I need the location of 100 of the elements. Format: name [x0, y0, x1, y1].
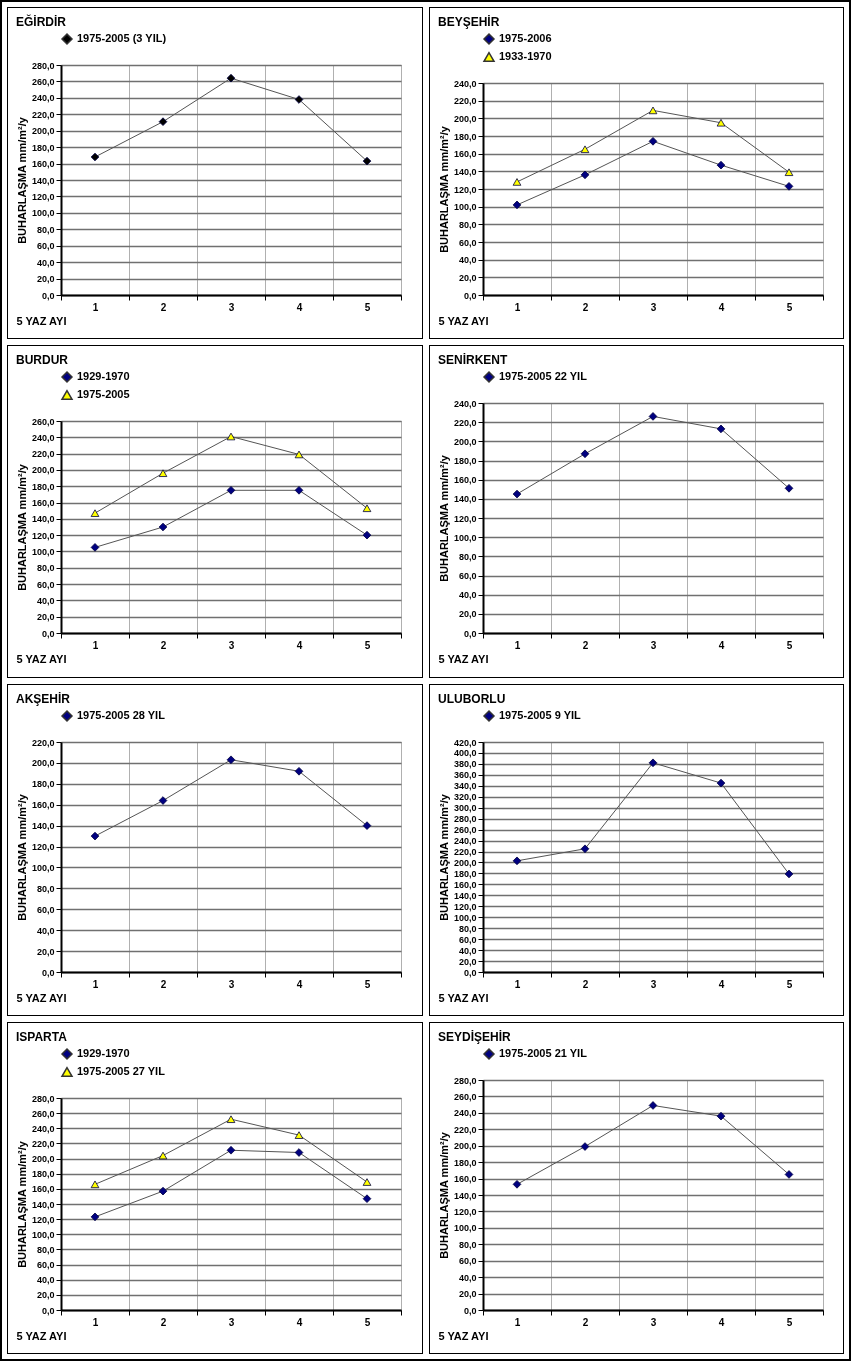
- y-tick-label: 260,0: [453, 824, 476, 835]
- y-tick-label: 200,0: [453, 857, 476, 868]
- y-tick-label: 220,0: [31, 109, 55, 120]
- y-tick-label: 100,0: [31, 1229, 55, 1240]
- y-tick-label: 0,0: [463, 628, 476, 639]
- y-tick-label: 80,0: [36, 563, 55, 574]
- chart-title: SENİRKENT: [437, 352, 508, 368]
- point: [226, 432, 236, 441]
- point: [294, 1131, 304, 1139]
- y-tick-label: 320,0: [453, 791, 476, 802]
- point: [362, 820, 372, 830]
- legend-label: 1975-2005 (3 YIL): [77, 32, 167, 44]
- x-tick-label: 1: [514, 639, 521, 651]
- y-tick-label: 180,0: [31, 142, 55, 153]
- y-tick-label: 20,0: [36, 612, 55, 623]
- y-tick-label: 60,0: [36, 1259, 55, 1270]
- y-tick-label: 200,0: [453, 437, 476, 448]
- x-tick-label: 3: [228, 978, 235, 989]
- x-tick-label: 1: [92, 978, 99, 989]
- point: [716, 160, 725, 170]
- y-tick-label: 140,0: [453, 1190, 476, 1201]
- y-axis-title: BUHARLAŞMA mm/m²/y: [15, 463, 28, 592]
- point: [226, 486, 236, 495]
- y-tick-label: 20,0: [458, 609, 476, 620]
- y-axis-title: BUHARLAŞMA mm/m²/y: [15, 116, 28, 244]
- y-tick-label: 100,0: [31, 862, 55, 873]
- point: [648, 137, 657, 146]
- y-tick-label: 220,0: [453, 846, 476, 857]
- y-tick-label: 220,0: [31, 449, 55, 460]
- legend-label: 1975-2005: [77, 388, 130, 401]
- x-tick-label: 5: [786, 639, 793, 651]
- y-tick-label: 60,0: [458, 934, 476, 945]
- x-tick-label: 5: [786, 1316, 793, 1328]
- point: [648, 758, 657, 767]
- y-tick-label: 60,0: [458, 1255, 476, 1266]
- point: [362, 1178, 372, 1186]
- y-tick-label: 80,0: [458, 1239, 476, 1250]
- y-tick-label: 160,0: [453, 475, 476, 486]
- y-tick-label: 80,0: [36, 224, 55, 235]
- y-tick-label: 40,0: [36, 925, 55, 936]
- legend-label: 1975-2005 21 YIL: [498, 1046, 587, 1059]
- y-tick-label: 100,0: [453, 532, 476, 543]
- point: [716, 119, 725, 127]
- x-tick-label: 2: [160, 978, 167, 989]
- x-tick-label: 2: [160, 301, 167, 313]
- y-tick-label: 280,0: [31, 1093, 55, 1104]
- y-tick-label: 0,0: [463, 967, 476, 977]
- y-tick-label: 220,0: [31, 1138, 55, 1149]
- y-tick-label: 240,0: [453, 1108, 476, 1119]
- point: [294, 95, 304, 104]
- y-tick-label: 80,0: [458, 219, 476, 230]
- point: [226, 73, 236, 83]
- x-tick-label: 3: [650, 1316, 657, 1328]
- y-tick-label: 240,0: [453, 398, 476, 409]
- point: [158, 469, 168, 478]
- x-tick-label: 2: [582, 301, 589, 313]
- point: [716, 1111, 725, 1121]
- y-tick-label: 120,0: [31, 191, 55, 202]
- y-tick-label: 120,0: [31, 530, 55, 541]
- y-tick-label: 160,0: [31, 159, 55, 170]
- x-axis-title: 5 YAZ AYI: [16, 314, 67, 327]
- y-tick-label: 260,0: [31, 76, 55, 87]
- y-tick-label: 40,0: [36, 1274, 55, 1285]
- y-tick-label: 220,0: [453, 417, 476, 428]
- x-axis-title: 5 YAZ AYI: [438, 314, 488, 327]
- x-tick-label: 2: [160, 639, 167, 651]
- y-tick-label: 100,0: [31, 547, 55, 558]
- y-tick-label: 60,0: [36, 241, 55, 252]
- y-tick-label: 220,0: [453, 1124, 476, 1135]
- legend-label: 1975-2006: [498, 32, 552, 44]
- y-tick-label: 80,0: [458, 923, 476, 934]
- y-tick-label: 220,0: [453, 96, 476, 107]
- y-axis-title: BUHARLAŞMA mm/m²/y: [15, 792, 28, 921]
- y-tick-label: 0,0: [41, 628, 55, 639]
- y-axis-title: BUHARLAŞMA mm/m²/y: [437, 792, 450, 921]
- point: [580, 449, 589, 459]
- y-tick-label: 100,0: [453, 912, 476, 923]
- point: [784, 1169, 793, 1179]
- legend-label: 1975-2005 22 YIL: [498, 370, 587, 383]
- y-tick-label: 200,0: [31, 757, 55, 768]
- y-tick-label: 140,0: [453, 166, 476, 177]
- y-tick-label: 40,0: [458, 590, 476, 601]
- y-tick-label: 60,0: [458, 237, 476, 248]
- x-tick-label: 3: [228, 1316, 235, 1328]
- x-tick-label: 1: [92, 639, 99, 651]
- chart-title: SEYDİŞEHİR: [437, 1028, 511, 1044]
- point: [580, 844, 589, 853]
- point: [784, 168, 793, 176]
- point: [226, 1145, 236, 1155]
- chart-title: AKŞEHİR: [16, 690, 71, 706]
- y-tick-label: 120,0: [31, 1214, 55, 1225]
- x-tick-label: 5: [364, 978, 371, 989]
- y-tick-label: 160,0: [31, 1184, 55, 1195]
- x-tick-label: 4: [296, 1316, 303, 1328]
- y-tick-label: 260,0: [453, 1091, 476, 1102]
- x-tick-label: 1: [514, 301, 521, 313]
- x-tick-label: 5: [786, 978, 793, 989]
- point: [90, 1180, 100, 1188]
- point: [158, 1151, 168, 1160]
- y-tick-label: 140,0: [31, 820, 55, 831]
